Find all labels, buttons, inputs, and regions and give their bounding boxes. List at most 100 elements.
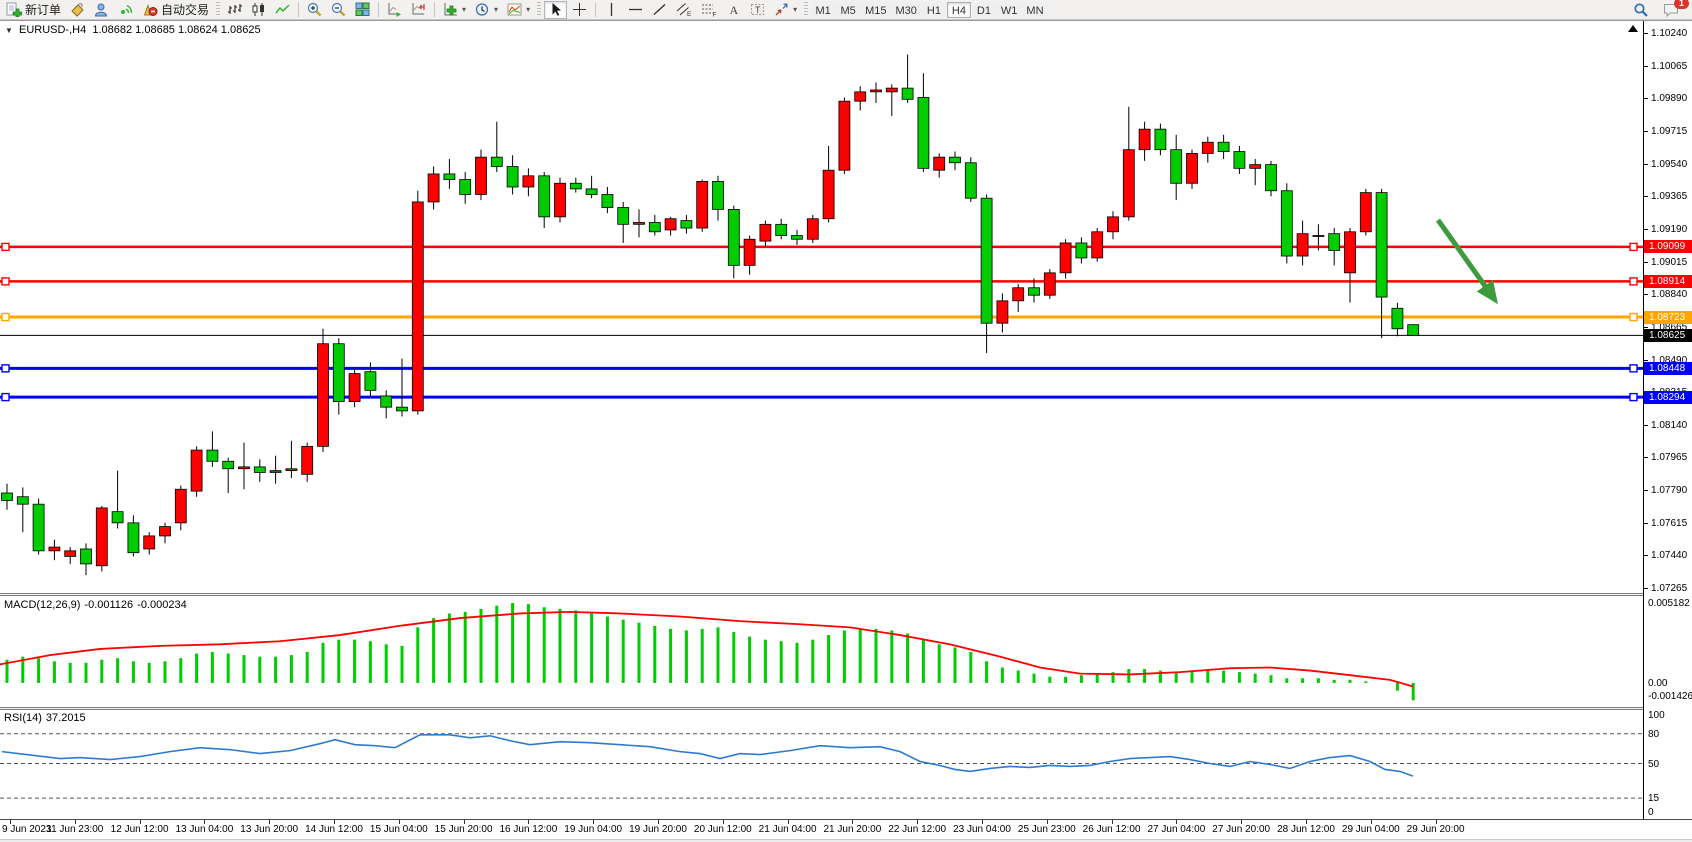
price-marker-line: 1.09099	[1644, 240, 1692, 254]
candle-body	[459, 179, 472, 195]
panel-splitter-rsi[interactable]	[0, 707, 1692, 710]
candle-body	[143, 535, 156, 550]
signals-icon	[118, 2, 133, 17]
time-tick	[334, 820, 335, 824]
timeframe-button-m30[interactable]: M30	[891, 1, 921, 18]
auto-scroll-icon	[387, 2, 402, 17]
time-label: 27 Jun 04:00	[1147, 824, 1206, 835]
templates-dropdown-caret[interactable]: ▾	[526, 5, 531, 14]
timeframe-button-m1[interactable]: M1	[811, 1, 836, 18]
auto-scroll-button[interactable]	[383, 1, 406, 19]
rsi-indicator-canvas[interactable]	[0, 710, 1643, 818]
trendline-button[interactable]	[648, 1, 671, 19]
format-button[interactable]	[66, 1, 89, 19]
price-tick-label: 1.07265	[1644, 583, 1692, 596]
format-icon	[70, 2, 85, 17]
channel-button[interactable]: E	[672, 1, 696, 19]
line-handle[interactable]	[1, 392, 10, 402]
macd-label: MACD(12,26,9) -0.001126 -0.000234	[4, 599, 187, 611]
candle-body	[712, 181, 724, 210]
line-handle[interactable]	[1, 277, 10, 286]
signals-button[interactable]	[114, 1, 137, 19]
periods-button[interactable]: ▾	[471, 1, 502, 19]
fibonacci-button[interactable]: F	[697, 1, 721, 19]
channel-icon: E	[676, 2, 692, 17]
line-handle[interactable]	[1629, 242, 1638, 252]
candle-body	[854, 91, 867, 102]
time-tick	[1306, 820, 1307, 824]
text-button[interactable]: A	[722, 1, 745, 19]
chevron-down-icon[interactable]: ▼	[5, 26, 13, 35]
candle-body	[1407, 324, 1420, 336]
autotrade-icon	[142, 2, 158, 17]
horizontal-line-icon	[628, 2, 643, 17]
down-arrow-annotation[interactable]	[1435, 218, 1498, 305]
timeframe-button-w1[interactable]: W1	[996, 1, 1022, 18]
timeframe-button-h1[interactable]: H1	[921, 1, 946, 18]
arrows-button[interactable]: ▾	[770, 1, 801, 19]
time-tick	[917, 820, 919, 824]
crosshair-button[interactable]	[568, 1, 591, 19]
candle-body	[285, 468, 298, 472]
chart-shift-button[interactable]	[407, 1, 430, 19]
timeframe-button-m5[interactable]: M5	[836, 1, 861, 18]
panel-splitter-macd[interactable]	[0, 593, 1692, 596]
candle-body	[427, 173, 440, 203]
horizontal-line-button[interactable]	[624, 1, 647, 19]
line-handle[interactable]	[1629, 312, 1638, 322]
candle-body	[332, 343, 345, 402]
candle-body	[1, 492, 13, 501]
periods-dropdown-caret[interactable]: ▾	[494, 5, 499, 14]
zoom-out-button[interactable]	[327, 1, 350, 19]
vertical-line-button[interactable]	[600, 1, 623, 19]
notifications-button[interactable]: 1	[1659, 0, 1689, 19]
line-handle[interactable]	[1629, 392, 1638, 402]
cursor-button[interactable]	[544, 0, 568, 19]
tile-windows-button[interactable]	[351, 1, 374, 19]
line-handle[interactable]	[1, 364, 10, 373]
timeframe-button-m15[interactable]: M15	[861, 1, 891, 18]
svg-text:F: F	[713, 12, 717, 18]
timeframe-button-d1[interactable]: D1	[971, 1, 996, 18]
candle-body	[490, 156, 503, 167]
time-tick	[1241, 820, 1243, 824]
search-button[interactable]	[1629, 1, 1653, 19]
rsi-line	[1, 733, 1414, 777]
autotrade-button[interactable]: 自动交易	[138, 1, 213, 19]
zoom-in-button[interactable]	[303, 1, 326, 19]
price-tick-label: 1.08140	[1644, 419, 1692, 432]
candlestick-button[interactable]	[247, 1, 270, 19]
candle-body	[806, 218, 819, 240]
arrows-dropdown-caret[interactable]: ▾	[793, 5, 798, 14]
new-order-button[interactable]: 新订单	[2, 1, 65, 19]
candle-body	[159, 526, 171, 537]
time-label: 19 Jun 04:00	[564, 824, 623, 835]
price-tick-label: 1.09890	[1644, 93, 1692, 106]
line-handle[interactable]	[1, 242, 10, 252]
time-label: 15 Jun 20:00	[434, 824, 493, 835]
rsi-axis-label: 80	[1648, 728, 1660, 741]
macd-indicator-canvas[interactable]	[0, 596, 1643, 707]
time-axis[interactable]: 9 Jun 2023 11 Jun 23:00 12 Jun 12:00 13 Jun…	[0, 819, 1692, 840]
time-label: 26 Jun 12:00	[1082, 824, 1141, 835]
price-tick-label: 1.07615	[1644, 517, 1692, 530]
candle-body	[791, 235, 803, 240]
indicators-dropdown-caret[interactable]: ▾	[462, 5, 467, 14]
price-marker-line: 1.08448	[1644, 361, 1692, 375]
scroll-to-end-marker[interactable]	[1628, 25, 1638, 32]
time-label: 9 Jun 2023	[2, 824, 52, 835]
community-button[interactable]	[90, 1, 113, 19]
text-label-button[interactable]: T	[746, 1, 769, 19]
timeframe-button-h4[interactable]: H4	[946, 1, 971, 18]
indicators-button[interactable]: ▾	[439, 1, 470, 19]
line-handle[interactable]	[1629, 277, 1638, 286]
line-handle[interactable]	[1629, 364, 1638, 373]
bar-chart-button[interactable]	[223, 1, 246, 19]
templates-button[interactable]: ▾	[503, 1, 534, 19]
price-axis[interactable]: 1.10240 1.10065 1.09890 1.09715 1.09540 1.093…	[1643, 21, 1692, 819]
line-chart-button[interactable]	[271, 1, 294, 19]
time-label: 11 Jun 23:00	[46, 824, 104, 835]
main-price-chart-canvas[interactable]	[0, 23, 1643, 593]
line-handle[interactable]	[1, 312, 10, 322]
timeframe-button-mn[interactable]: MN	[1022, 1, 1048, 18]
